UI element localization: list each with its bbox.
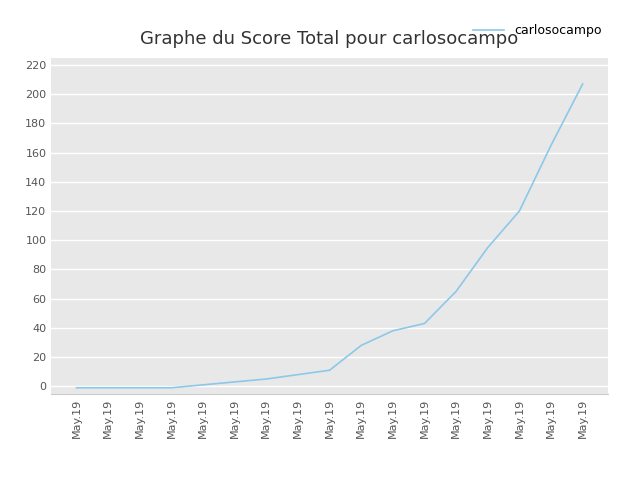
carlosocampo — [199, 382, 207, 388]
carlosocampo — [104, 385, 112, 391]
carlosocampo — [516, 208, 524, 214]
carlosocampo — [73, 385, 81, 391]
carlosocampo — [547, 143, 555, 148]
carlosocampo — [452, 288, 460, 294]
carlosocampo — [136, 385, 143, 391]
carlosocampo — [420, 321, 428, 326]
carlosocampo — [579, 81, 586, 87]
carlosocampo — [294, 372, 302, 377]
carlosocampo — [231, 379, 239, 385]
carlosocampo — [326, 367, 333, 373]
carlosocampo — [168, 385, 175, 391]
carlosocampo — [389, 328, 397, 334]
carlosocampo — [484, 245, 492, 251]
Line: carlosocampo: carlosocampo — [77, 84, 582, 388]
Title: Graphe du Score Total pour carlosocampo: Graphe du Score Total pour carlosocampo — [140, 30, 519, 48]
carlosocampo — [357, 343, 365, 348]
carlosocampo — [262, 376, 270, 382]
Legend: carlosocampo: carlosocampo — [473, 24, 602, 36]
